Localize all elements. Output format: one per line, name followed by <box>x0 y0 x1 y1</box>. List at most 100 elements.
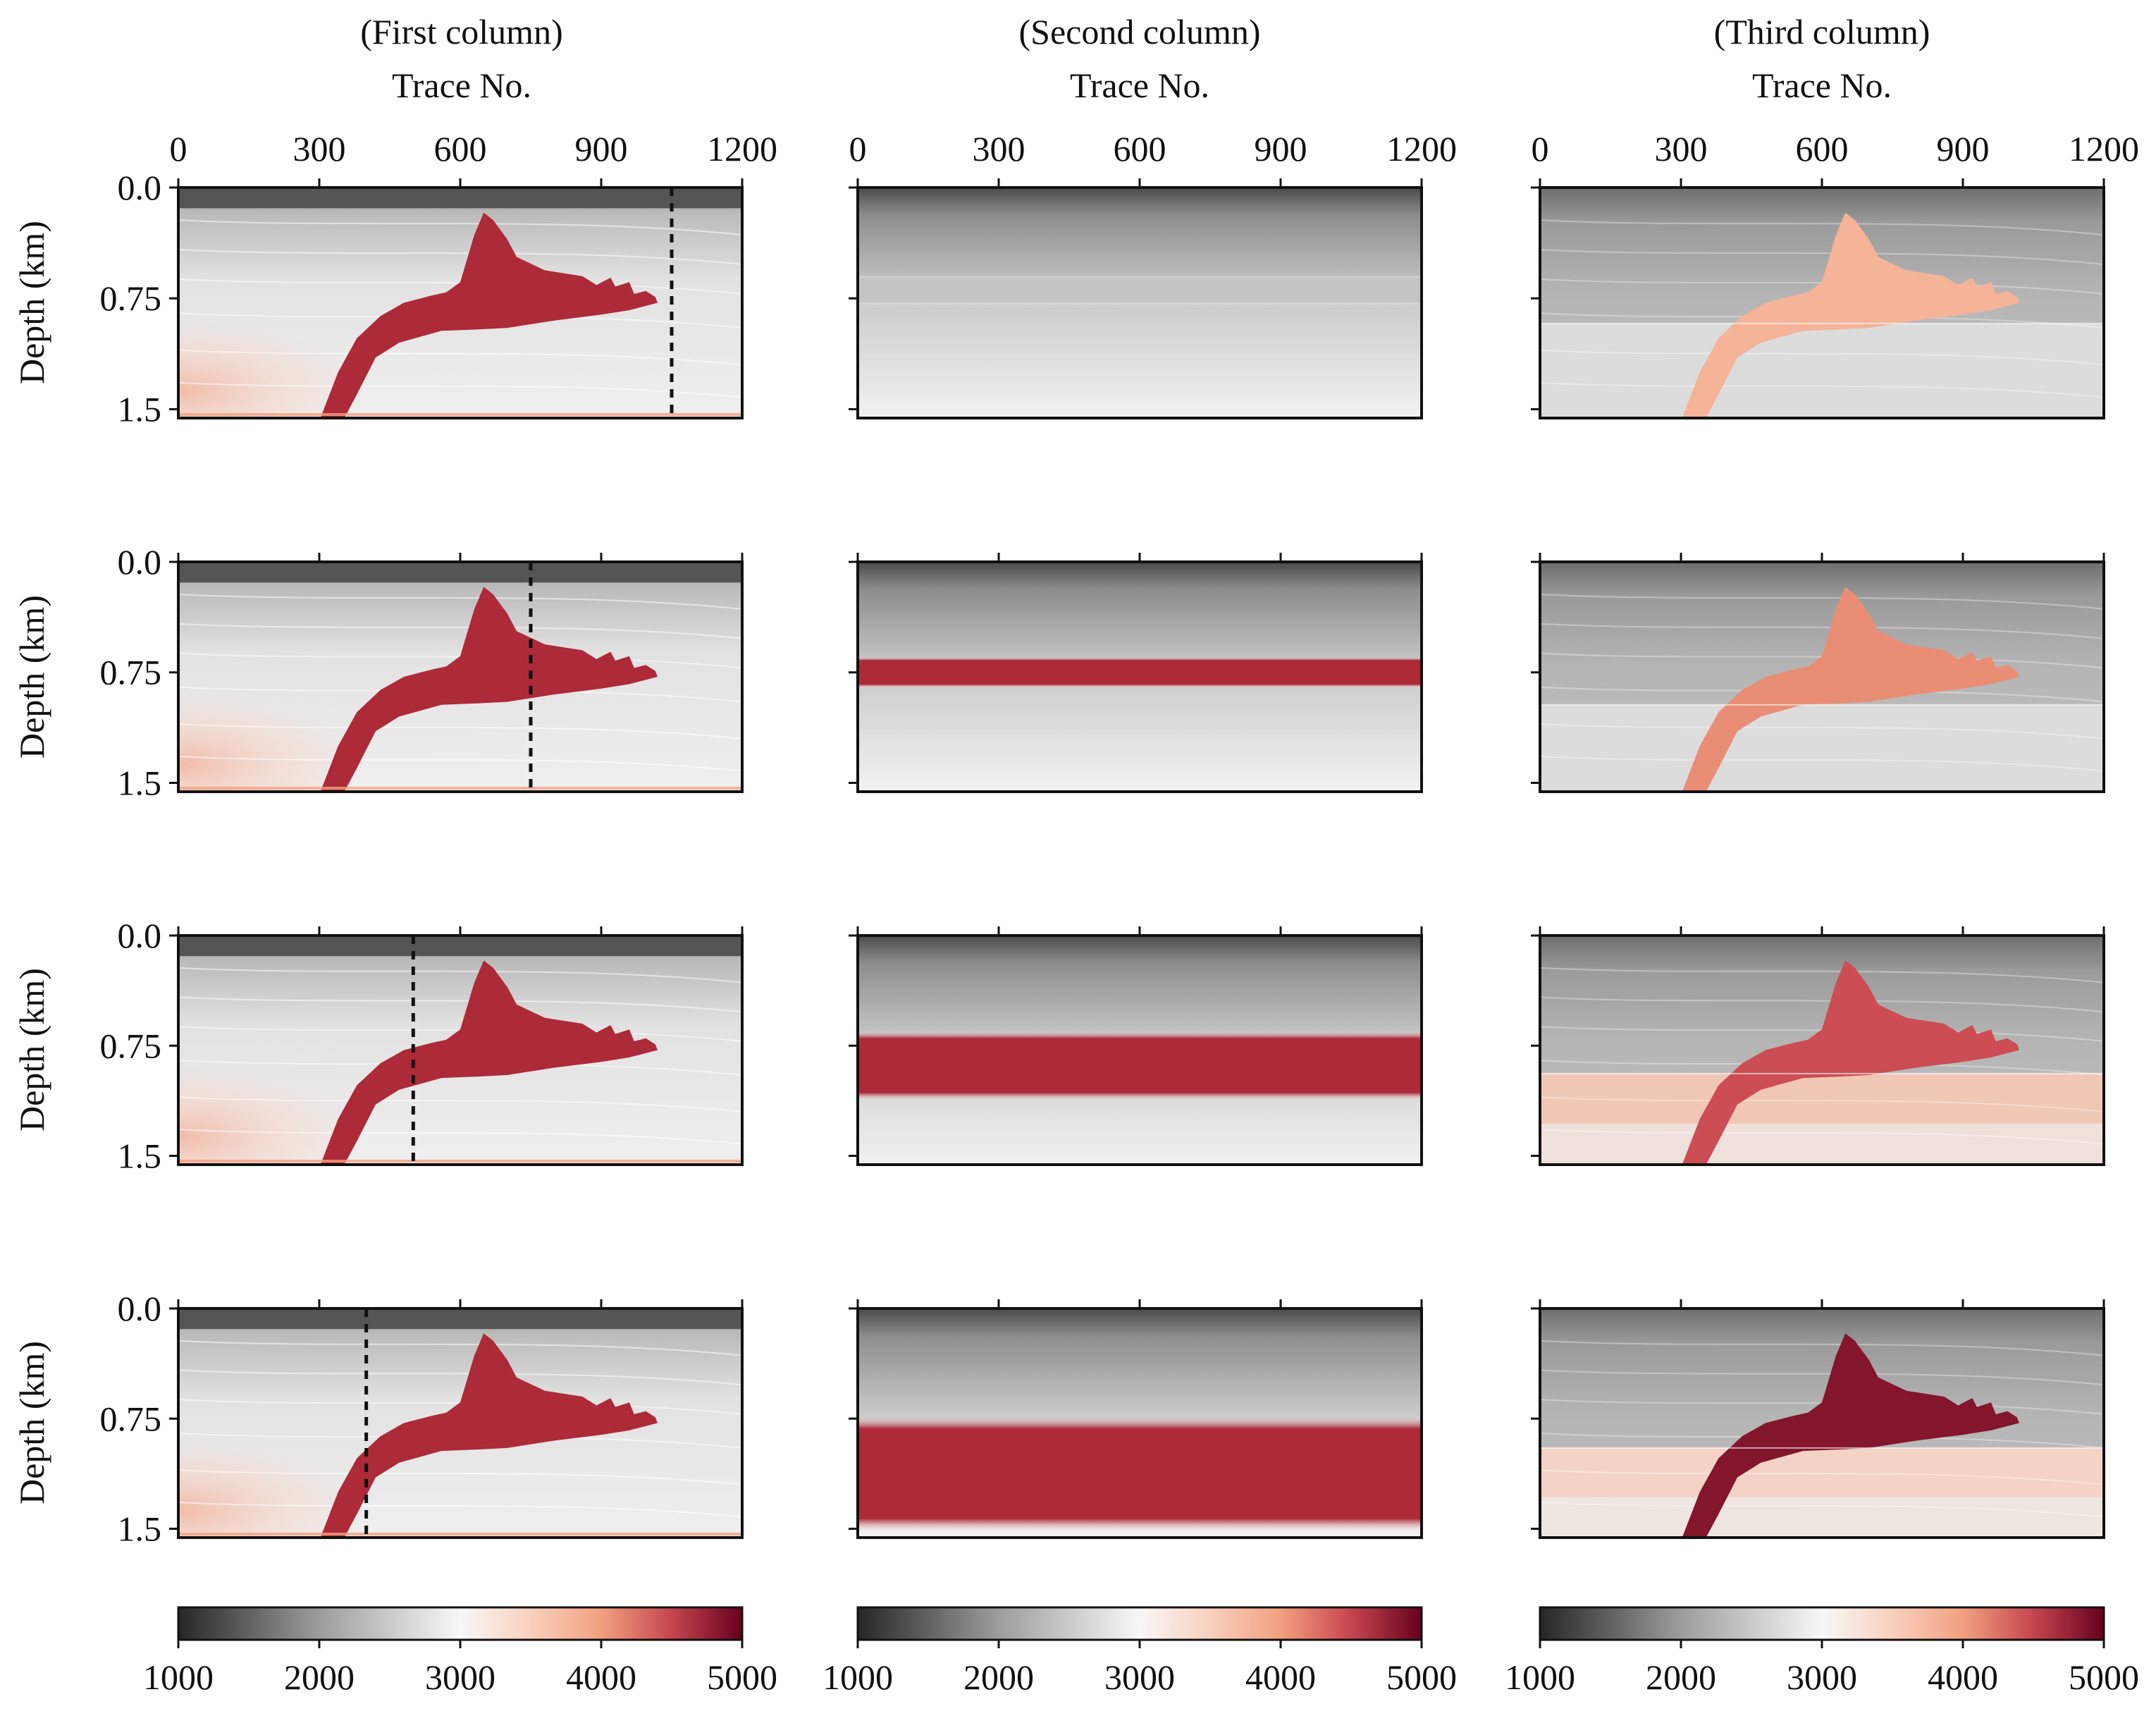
layer-line <box>178 349 742 366</box>
layer-line <box>178 1469 742 1485</box>
colorbar-tick-label: 1000 <box>1505 1657 1575 1697</box>
x-axis-label-1: Trace No. <box>392 66 531 105</box>
lower-region <box>1540 1447 2104 1538</box>
layer-line <box>1540 249 2104 265</box>
layer-line <box>1540 1469 2104 1485</box>
x-tick-label: 600 <box>434 129 487 168</box>
salt-body <box>320 587 658 792</box>
x-tick-label: 900 <box>1937 129 1990 168</box>
lower-fade <box>1540 1123 2104 1165</box>
x-tick-label: 0 <box>170 129 187 168</box>
y-tick-label: 1.5 <box>118 763 162 802</box>
y-tick-label: 0.75 <box>100 1399 162 1438</box>
layer-line <box>1540 723 2104 740</box>
panel-true-model <box>178 562 742 792</box>
lower-region <box>1540 323 2104 418</box>
y-axis-label-row-1: Depth (km) <box>12 221 51 384</box>
layer-line <box>1540 755 2104 772</box>
prior-band <box>858 656 1422 688</box>
x-tick-label: 300 <box>973 129 1025 168</box>
x-tick-label: 1200 <box>2069 129 2139 168</box>
layer-line <box>1540 1502 2104 1518</box>
colorbar-tick-label: 3000 <box>1104 1657 1175 1697</box>
layer-line <box>1540 594 2104 610</box>
colorbar-tick-label: 5000 <box>1386 1657 1457 1697</box>
layer-line <box>178 996 742 1013</box>
x-tick-label: 1200 <box>707 129 777 168</box>
colorbar-tick-label: 1000 <box>823 1657 893 1697</box>
y-tick-label: 1.5 <box>118 389 162 429</box>
x-tick-label: 0 <box>1532 129 1549 168</box>
x-tick-label: 600 <box>1114 129 1166 168</box>
panel-true-model <box>178 1308 742 1538</box>
layer-line <box>178 1369 742 1386</box>
layer-line <box>178 249 742 265</box>
layer-line <box>178 219 742 236</box>
colorbar-row: 1000 2000 3000 4000 5000 1000 2000 3000 4000 5000… <box>143 1606 2139 1697</box>
x-tick-label: 1200 <box>1386 129 1457 168</box>
column-title-3: (Third column) <box>1714 12 1930 51</box>
colorbar-tick-label: 5000 <box>707 1657 777 1697</box>
salt-body <box>320 212 658 418</box>
colorbar-tick-label: 4000 <box>1928 1657 1998 1697</box>
layer-line <box>178 652 742 669</box>
x-axis-label-2: Trace No. <box>1070 66 1209 105</box>
colorbar-tick-label: 5000 <box>2069 1657 2139 1697</box>
colorbar-tick-label: 2000 <box>1646 1657 1716 1697</box>
lower-fill <box>1540 704 2104 792</box>
panel-true-model <box>178 936 742 1165</box>
layer-line <box>178 623 742 639</box>
panel-prior-model <box>858 936 1422 1165</box>
layer-line <box>178 1339 742 1356</box>
layer-line <box>1540 278 2104 295</box>
y-tick-label: 1.5 <box>118 1509 162 1549</box>
y-tick-label: 0.0 <box>118 1289 162 1328</box>
salt-body <box>1682 587 2019 792</box>
layer-line <box>1540 349 2104 366</box>
lower-region <box>1540 1073 2104 1165</box>
salt-body <box>320 960 658 1165</box>
layer-line <box>1540 967 2104 983</box>
y-tick-label: 0.75 <box>100 278 162 318</box>
panel-inverted-model <box>1540 1308 2104 1538</box>
colorbar-tick-label: 3000 <box>425 1657 495 1697</box>
layer-line <box>178 967 742 983</box>
x-tick-label: 900 <box>575 129 628 168</box>
layer-line <box>1540 219 2104 236</box>
layer-line <box>1540 996 2104 1013</box>
layer-line <box>1540 623 2104 639</box>
layer-line <box>178 723 742 740</box>
lower-fill <box>1540 323 2104 418</box>
water-layer <box>178 188 742 209</box>
water-layer <box>178 936 742 957</box>
salt-body <box>1682 960 2019 1165</box>
panel-prior-model <box>858 188 1422 418</box>
colorbar-tick-label: 2000 <box>963 1657 1034 1697</box>
y-tick-label: 0.75 <box>100 1026 162 1065</box>
layer-line <box>178 1096 742 1112</box>
layer-line <box>178 1129 742 1145</box>
x-tick-label: 0 <box>849 129 867 168</box>
salt-body <box>320 1333 658 1538</box>
colorbar-tick-label: 3000 <box>1787 1657 1857 1697</box>
layer-line <box>178 381 742 398</box>
y-axis-label-row-3: Depth (km) <box>12 968 51 1132</box>
panel-grid: 0 300 600 900 1200 0.0 0.75 1.5 0 300 600 900 1200 0 3… <box>100 129 2140 1549</box>
y-tick-label: 1.5 <box>118 1136 162 1176</box>
y-axis-label-row-2: Depth (km) <box>12 595 51 759</box>
x-tick-label: 300 <box>293 129 346 168</box>
layer-line <box>178 755 742 772</box>
column-title-2: (Second column) <box>1019 12 1261 51</box>
panel-inverted-model <box>1540 936 2104 1165</box>
panel-true-model <box>178 188 742 418</box>
salt-body <box>1682 1333 2019 1538</box>
layer-line <box>1540 381 2104 398</box>
colorbar-2 <box>856 1606 1423 1641</box>
y-tick-label: 0.75 <box>100 653 162 692</box>
layer-line <box>1540 1129 2104 1145</box>
layer-line <box>178 594 742 610</box>
layer-line <box>1540 1399 2104 1415</box>
panel-prior-model <box>858 562 1422 792</box>
layer-line <box>1540 1339 2104 1356</box>
